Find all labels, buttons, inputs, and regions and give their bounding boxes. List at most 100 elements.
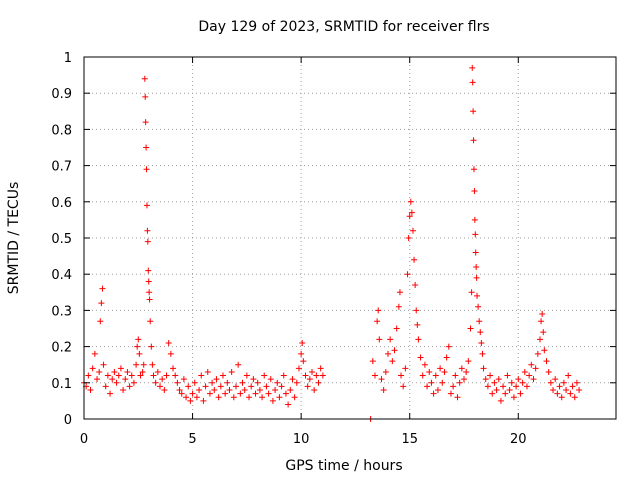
data-point	[432, 372, 439, 379]
data-point	[142, 93, 149, 100]
x-tick-labels: 0 5 10 15 20	[80, 432, 527, 447]
data-point	[196, 387, 203, 394]
data-point	[282, 390, 289, 397]
data-point	[211, 387, 218, 394]
axis-ticks	[83, 56, 616, 420]
data-point	[191, 379, 198, 386]
data-point	[298, 350, 305, 357]
y-tick-label: 1	[64, 51, 72, 66]
data-point	[130, 379, 137, 386]
data-point	[393, 325, 400, 332]
data-point	[523, 383, 530, 390]
data-point	[133, 361, 140, 368]
data-point	[497, 397, 504, 404]
y-tick-label: 0.6	[51, 196, 72, 211]
data-point	[472, 249, 479, 256]
data-point	[447, 390, 454, 397]
data-point	[209, 379, 216, 386]
data-point	[541, 347, 548, 354]
data-point	[206, 390, 213, 397]
data-point	[120, 387, 127, 394]
data-point	[472, 231, 479, 238]
data-point	[563, 387, 570, 394]
data-point	[530, 376, 537, 383]
data-point	[269, 397, 276, 404]
data-point	[183, 394, 190, 401]
data-point	[170, 365, 177, 372]
data-point	[147, 318, 154, 325]
data-point	[504, 372, 511, 379]
data-point	[144, 238, 151, 245]
data-point	[376, 336, 383, 343]
data-point	[180, 376, 187, 383]
data-point	[452, 372, 459, 379]
data-point	[506, 387, 513, 394]
data-point	[502, 390, 509, 397]
data-point	[517, 390, 524, 397]
data-point	[398, 372, 405, 379]
data-point	[573, 379, 580, 386]
data-point	[142, 119, 149, 126]
data-point	[371, 372, 378, 379]
data-point	[467, 325, 474, 332]
data-point	[280, 372, 287, 379]
data-point	[428, 379, 435, 386]
data-point	[226, 387, 233, 394]
data-point	[439, 379, 446, 386]
data-point	[463, 368, 470, 375]
data-point	[239, 379, 246, 386]
data-point	[434, 387, 441, 394]
y-tick-label: 0.8	[51, 123, 72, 138]
data-point	[109, 376, 116, 383]
x-tick-label: 15	[401, 432, 418, 447]
data-point	[89, 365, 96, 372]
data-point	[567, 390, 574, 397]
data-point	[484, 383, 491, 390]
data-point	[571, 394, 578, 401]
data-point	[317, 365, 324, 372]
data-point	[396, 289, 403, 296]
data-point	[474, 292, 481, 299]
data-point	[202, 383, 209, 390]
data-point	[136, 350, 143, 357]
data-point	[149, 361, 156, 368]
data-point	[443, 354, 450, 361]
data-point	[465, 358, 472, 365]
data-point	[471, 216, 478, 223]
data-point	[144, 227, 151, 234]
grid-layer	[83, 56, 616, 420]
data-point	[261, 372, 268, 379]
data-point	[263, 383, 270, 390]
data-point	[576, 387, 583, 394]
data-point	[515, 376, 522, 383]
data-point	[569, 383, 576, 390]
data-point	[473, 274, 480, 281]
data-point	[233, 383, 239, 390]
data-point	[148, 343, 155, 350]
data-point	[493, 387, 500, 394]
data-point	[404, 271, 411, 278]
data-point	[445, 343, 452, 350]
data-point	[300, 358, 307, 365]
data-point	[469, 64, 476, 71]
data-point	[441, 368, 448, 375]
data-point	[426, 368, 433, 375]
data-point	[545, 368, 552, 375]
data-point	[107, 390, 114, 397]
data-point	[137, 372, 144, 379]
data-point	[508, 379, 515, 386]
data-point	[274, 379, 281, 386]
data-point	[267, 376, 274, 383]
data-point	[424, 383, 431, 390]
data-point	[369, 358, 376, 365]
data-point	[278, 383, 285, 390]
y-axis-label: SRMTID / TECUs	[6, 182, 22, 295]
data-point	[113, 379, 120, 386]
data-point	[491, 379, 498, 386]
data-point	[259, 394, 266, 401]
data-point	[154, 368, 161, 375]
data-point	[500, 383, 507, 390]
data-point	[96, 368, 103, 375]
data-point	[97, 318, 104, 325]
data-point	[159, 376, 166, 383]
